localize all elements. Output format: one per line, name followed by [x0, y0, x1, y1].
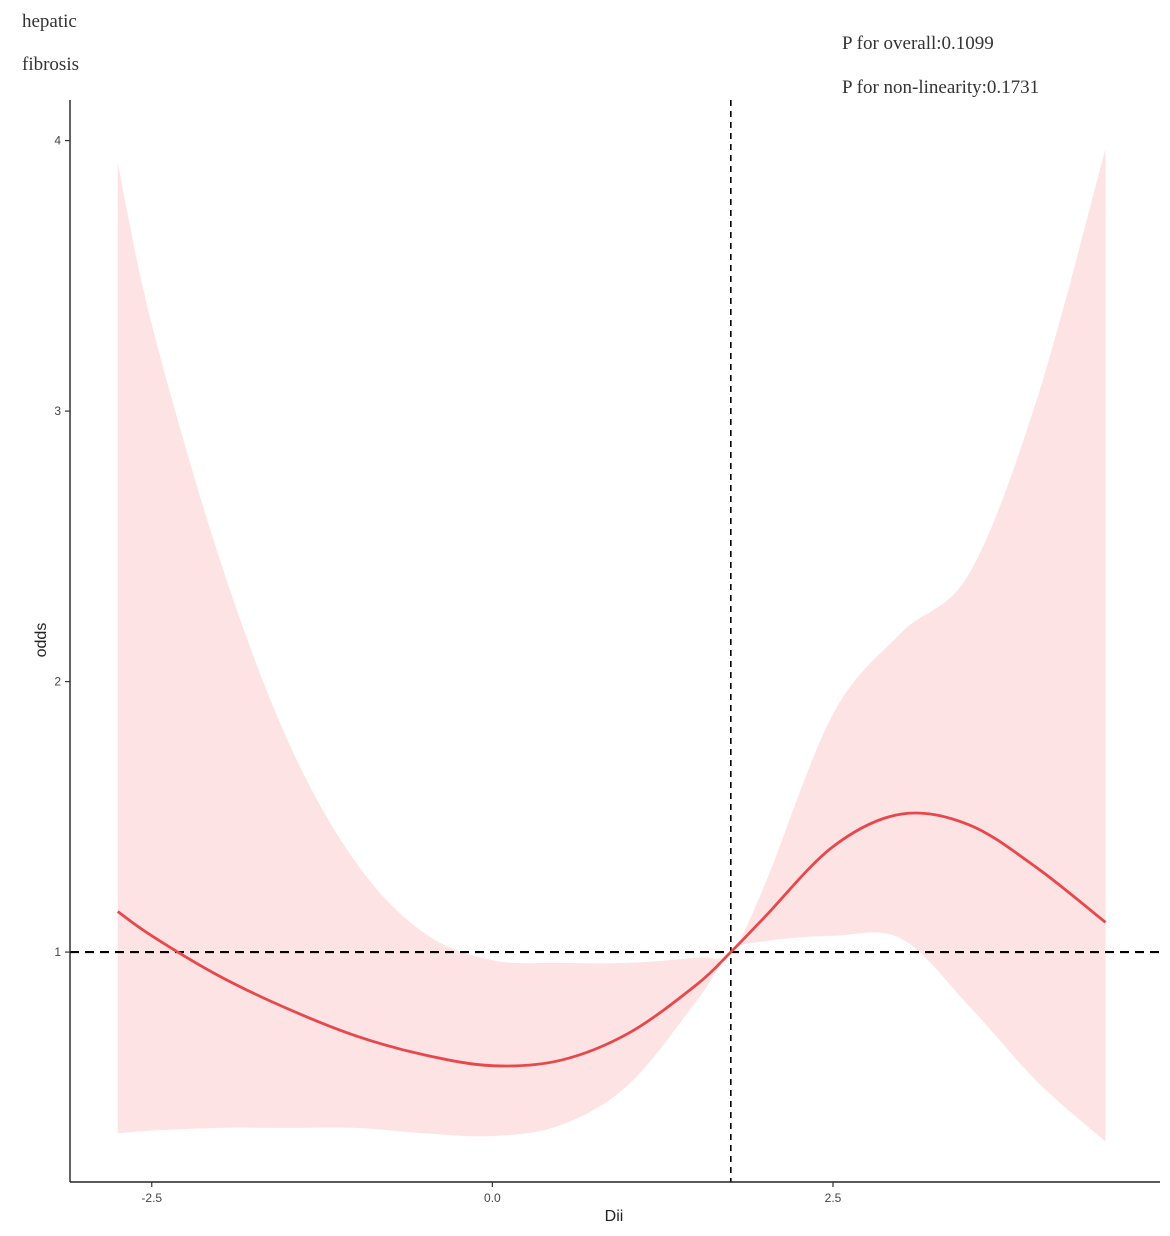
panel-label-line-1: hepatic [22, 11, 77, 32]
y-tick-label: 1 [54, 945, 61, 959]
plot-area: 1 2 3 4 -2.5 0.0 2.5 [54, 100, 1160, 1205]
x-tick-label: 0.0 [484, 1191, 501, 1205]
odds-curve [116, 811, 1107, 1068]
y-tick-label: 4 [54, 134, 61, 148]
x-axis-title: Dii [605, 1208, 624, 1225]
y-axis-title: odds [33, 623, 50, 658]
confidence-band [117, 148, 1106, 1142]
y-tick-label: 2 [54, 675, 61, 689]
y-tick-label: 3 [54, 404, 61, 418]
p-overall-annotation: P for overall:0.1099 [842, 33, 994, 54]
p-nonlinearity-annotation: P for non-linearity:0.1731 [842, 77, 1039, 98]
x-tick-label: -2.5 [141, 1191, 162, 1205]
x-tick-label: 2.5 [825, 1191, 842, 1205]
panel-label-line-2: fibrosis [22, 54, 79, 75]
